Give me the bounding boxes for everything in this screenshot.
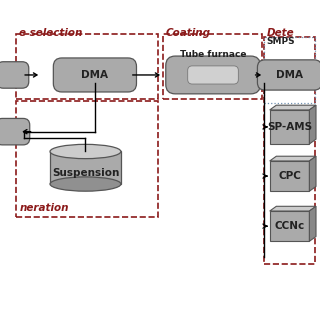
- Text: Tube furnace: Tube furnace: [180, 50, 246, 59]
- Text: Coating: Coating: [166, 28, 211, 38]
- Text: DMA: DMA: [81, 70, 108, 80]
- Polygon shape: [270, 105, 316, 110]
- Text: neration: neration: [19, 203, 69, 212]
- Bar: [17, 101, 158, 217]
- Bar: [264, 37, 315, 264]
- FancyBboxPatch shape: [188, 66, 238, 84]
- Polygon shape: [309, 206, 316, 241]
- Text: CCNc: CCNc: [275, 221, 305, 231]
- FancyBboxPatch shape: [166, 56, 260, 94]
- Text: SMPS: SMPS: [267, 37, 295, 46]
- FancyBboxPatch shape: [257, 60, 320, 90]
- Polygon shape: [270, 156, 316, 161]
- Text: e selection: e selection: [19, 28, 83, 38]
- FancyBboxPatch shape: [0, 118, 30, 145]
- Bar: [17, 34, 158, 99]
- Text: CPC: CPC: [278, 171, 301, 181]
- Bar: [163, 34, 262, 99]
- Text: Suspension: Suspension: [52, 168, 119, 178]
- Polygon shape: [309, 156, 316, 191]
- Text: Dete: Dete: [267, 28, 294, 38]
- Bar: [264, 37, 315, 103]
- Polygon shape: [309, 105, 316, 144]
- Polygon shape: [270, 110, 309, 144]
- Text: SP-AMS: SP-AMS: [267, 122, 312, 132]
- Polygon shape: [270, 206, 316, 211]
- Text: DMA: DMA: [276, 70, 303, 80]
- Polygon shape: [270, 161, 309, 191]
- Ellipse shape: [50, 177, 121, 191]
- Polygon shape: [270, 211, 309, 241]
- Polygon shape: [50, 151, 121, 184]
- Ellipse shape: [50, 144, 121, 159]
- FancyBboxPatch shape: [53, 58, 137, 92]
- FancyBboxPatch shape: [0, 62, 29, 88]
